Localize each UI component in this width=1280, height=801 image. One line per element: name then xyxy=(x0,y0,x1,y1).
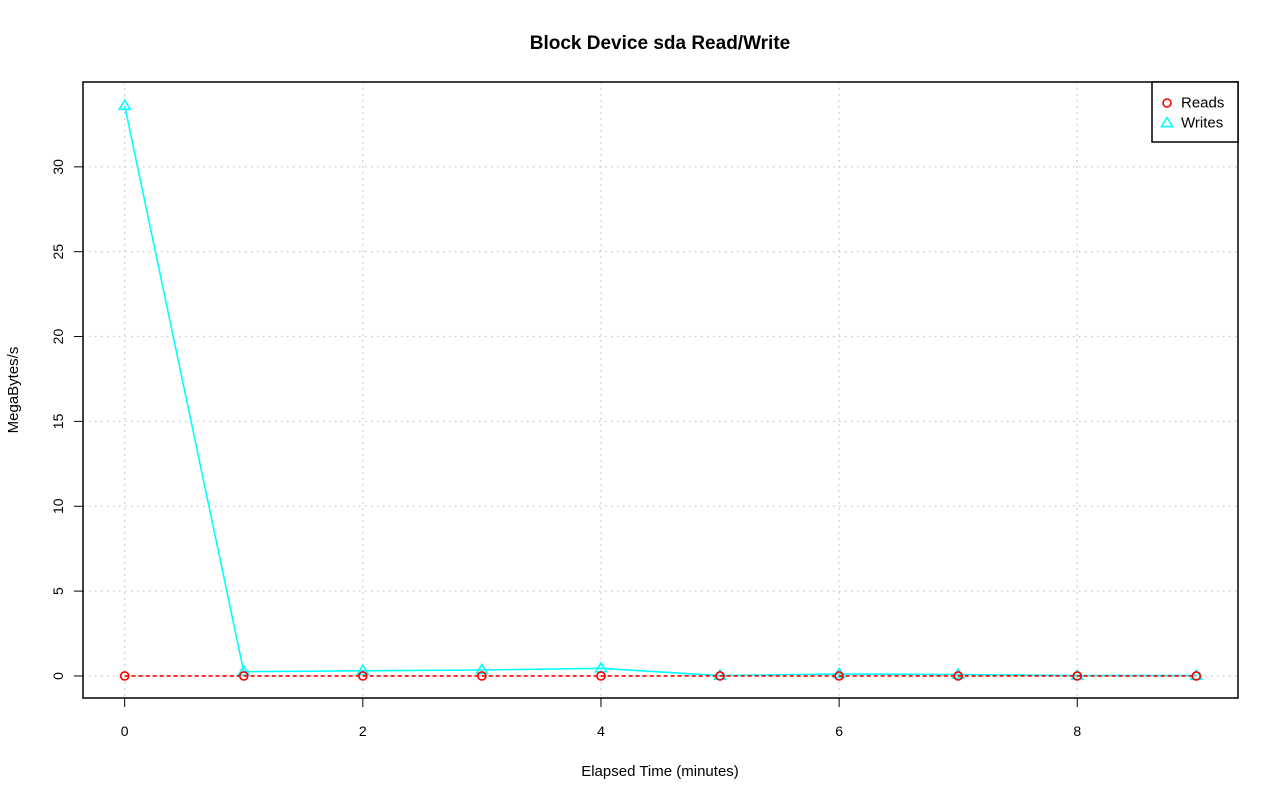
x-tick-label: 4 xyxy=(597,723,605,739)
writes-series xyxy=(117,98,1204,680)
reads-point xyxy=(953,671,963,681)
writes-point xyxy=(117,98,132,111)
legend-reads-label: Reads xyxy=(1181,95,1224,112)
y-tick-label: 0 xyxy=(50,672,66,680)
chart-title: Block Device sda Read/Write xyxy=(530,33,790,54)
x-axis-label: Elapsed Time (minutes) xyxy=(581,763,739,780)
writes-line xyxy=(123,105,1197,677)
reads-point xyxy=(119,671,130,681)
legend-writes-label: Writes xyxy=(1181,115,1223,132)
y-axis-label: MegaBytes/s xyxy=(5,347,22,434)
reads-point xyxy=(834,671,844,681)
plot-frame xyxy=(82,81,1239,699)
reads-point xyxy=(477,671,487,681)
y-tick-label: 20 xyxy=(50,329,66,345)
y-axis: 0 5 10 15 20 25 30 xyxy=(50,159,84,680)
reads-point xyxy=(238,671,249,681)
reads-series xyxy=(119,671,1202,681)
reads-point xyxy=(1191,671,1202,681)
reads-point xyxy=(596,671,606,681)
grid xyxy=(83,82,1238,698)
series-layer xyxy=(117,98,1204,681)
legend: Reads Writes xyxy=(1151,81,1239,143)
writes-point xyxy=(474,662,489,675)
x-tick-label: 8 xyxy=(1073,723,1081,739)
x-axis: 0 2 4 6 8 xyxy=(121,697,1081,739)
reads-point xyxy=(715,671,725,681)
writes-point xyxy=(355,663,370,676)
legend-box xyxy=(1151,81,1239,143)
x-tick-label: 0 xyxy=(121,723,129,739)
y-tick-label: 5 xyxy=(50,587,66,595)
y-tick-label: 25 xyxy=(50,244,66,260)
reads-point xyxy=(1072,671,1083,681)
y-tick-label: 15 xyxy=(50,413,66,429)
y-tick-label: 10 xyxy=(50,498,66,514)
legend-reads-marker xyxy=(1162,98,1172,108)
legend-writes-marker xyxy=(1160,115,1174,128)
x-tick-label: 6 xyxy=(835,723,843,739)
x-tick-label: 2 xyxy=(359,723,367,739)
reads-point xyxy=(358,671,368,681)
y-tick-label: 30 xyxy=(50,159,66,175)
